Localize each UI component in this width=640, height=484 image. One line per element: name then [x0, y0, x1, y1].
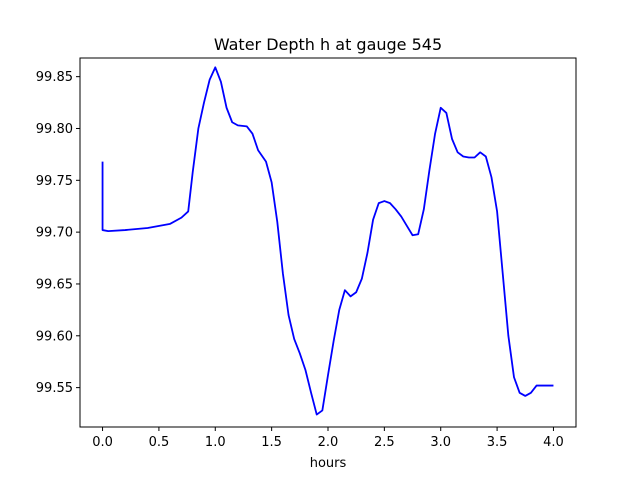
y-tick-label-2: 99.65 — [36, 277, 73, 292]
y-tick-label-0: 99.55 — [36, 381, 73, 396]
x-tick-label-6: 3.0 — [430, 435, 451, 450]
x-axis-label: hours — [310, 456, 347, 471]
x-tick-label-2: 1.0 — [205, 435, 226, 450]
plot-area: 0.0 0.5 1.0 1.5 2.0 2.5 3.0 3.5 4.0 99.55 99.60 99.… — [36, 57, 577, 450]
y-tick-label-5: 99.80 — [36, 122, 73, 137]
y-tick-label-6: 99.85 — [36, 70, 73, 85]
y-tick-label-4: 99.75 — [36, 174, 73, 189]
x-tick-label-3: 1.5 — [261, 435, 282, 450]
x-tick-label-7: 3.5 — [487, 435, 508, 450]
x-tick-label-5: 2.5 — [374, 435, 395, 450]
x-tick-label-8: 4.0 — [543, 435, 564, 450]
x-tick-label-4: 2.0 — [318, 435, 339, 450]
y-tick-label-3: 99.70 — [36, 226, 73, 241]
x-tick-label-0: 0.0 — [92, 435, 113, 450]
series-line-0 — [101, 66, 554, 416]
chart-title: Water Depth h at gauge 545 — [214, 35, 442, 54]
y-tick-label-1: 99.60 — [36, 329, 73, 344]
x-tick-label-1: 0.5 — [149, 435, 170, 450]
